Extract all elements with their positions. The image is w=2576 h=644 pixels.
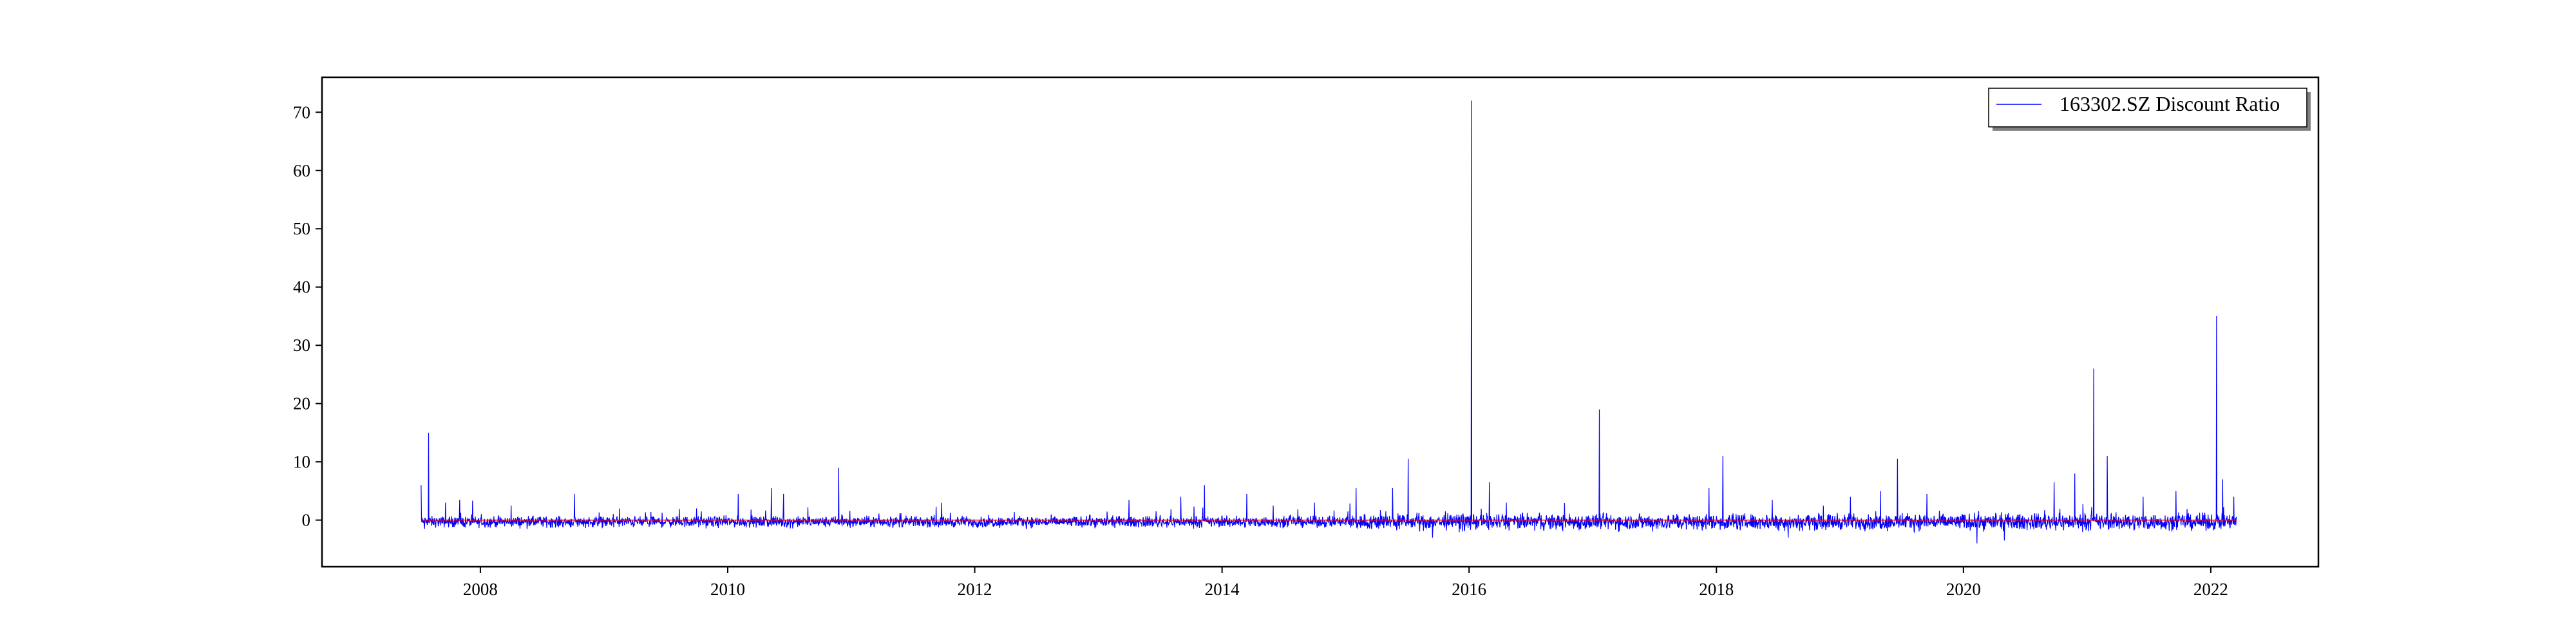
y-tick-label: 10 (293, 452, 310, 471)
series-layer (421, 100, 2237, 544)
axes-frame (321, 76, 2320, 568)
legend-box (1988, 88, 2307, 128)
series-line-discount-ratio (421, 100, 2237, 544)
y-tick-label: 40 (293, 278, 310, 297)
x-tick-label: 2014 (1205, 580, 1240, 599)
y-tick-label: 0 (302, 511, 311, 530)
y-axis: 0 10 20 30 40 50 60 70 (293, 102, 322, 530)
legend: 163302.SZ Discount Ratio (1988, 88, 2311, 131)
x-tick-label: 2012 (958, 580, 992, 599)
x-tick-label: 2010 (710, 580, 745, 599)
x-tick-label: 2008 (463, 580, 498, 599)
y-tick-label: 60 (293, 161, 310, 180)
x-tick-label: 2020 (1946, 580, 1981, 599)
plot-area (321, 76, 2320, 568)
legend-label: 163302.SZ Discount Ratio (2060, 92, 2280, 115)
x-tick-label: 2022 (2193, 580, 2228, 599)
x-tick-label: 2018 (1699, 580, 1734, 599)
y-tick-label: 20 (293, 394, 310, 413)
y-tick-label: 30 (293, 336, 310, 355)
y-tick-label: 50 (293, 219, 310, 238)
y-tick-label: 70 (293, 102, 310, 122)
x-axis: 2008 2010 2012 2014 2016 2018 2020 2022 (463, 567, 2228, 599)
x-tick-label: 2016 (1452, 580, 1486, 599)
